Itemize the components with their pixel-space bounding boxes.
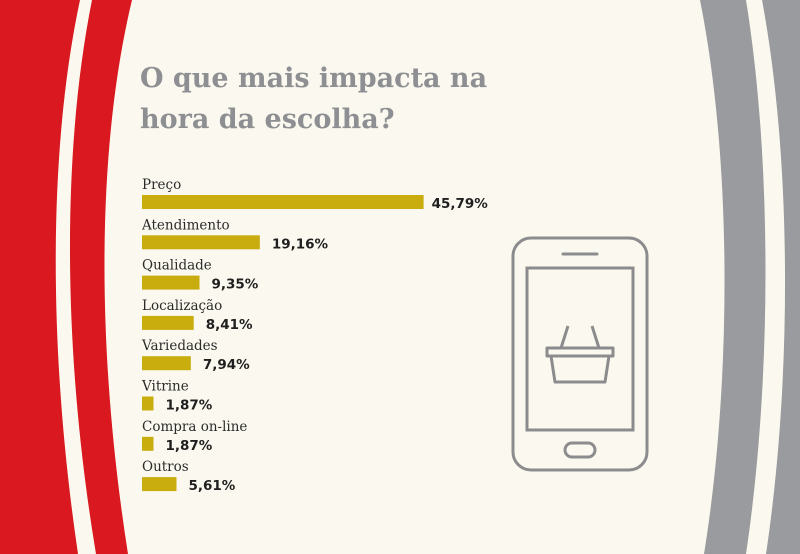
bar-chart: Preço 45,79% Atendimento 19,16% Qualidade9,3… bbox=[141, 177, 489, 494]
value-label: 1,87% bbox=[166, 398, 213, 414]
category-label: Preço bbox=[142, 177, 181, 193]
bar bbox=[142, 356, 191, 371]
bar bbox=[142, 396, 154, 411]
category-label: Compra on-line bbox=[142, 419, 247, 435]
value-label: 7,94% bbox=[203, 357, 250, 373]
bar bbox=[142, 235, 260, 250]
category-label: Atendimento bbox=[141, 217, 230, 233]
bar bbox=[142, 477, 177, 492]
value-label: 45,79% bbox=[432, 196, 489, 212]
red-swoosh-outer bbox=[0, 0, 80, 554]
shopping-basket-icon bbox=[545, 325, 615, 384]
category-label: Localização bbox=[142, 298, 222, 314]
category-label: Qualidade bbox=[142, 258, 212, 274]
value-label: 19,16% bbox=[272, 236, 329, 252]
category-label: Vitrine bbox=[141, 379, 189, 395]
value-label: 8,41% bbox=[206, 317, 253, 333]
phone-screen bbox=[525, 266, 635, 432]
gray-swoosh-inner bbox=[700, 0, 766, 554]
bar bbox=[142, 195, 424, 209]
bar bbox=[142, 275, 200, 290]
category-label: Outros bbox=[142, 459, 189, 475]
bar bbox=[142, 315, 194, 330]
value-label: 1,87% bbox=[166, 438, 213, 454]
value-label: 9,35% bbox=[212, 277, 259, 293]
chart-title-line-2: hora da escolha? bbox=[140, 104, 395, 135]
phone-home-button bbox=[563, 441, 597, 459]
phone-body bbox=[511, 236, 649, 472]
smartphone-icon bbox=[511, 236, 649, 472]
bar bbox=[142, 436, 154, 451]
value-label: 5,61% bbox=[189, 478, 236, 494]
red-swoosh-inner bbox=[69, 0, 132, 554]
chart-title-line-1: O que mais impacta na bbox=[140, 63, 488, 94]
chart-title: O que mais impacta na hora da escolha? bbox=[140, 58, 520, 140]
category-label: Variedades bbox=[141, 338, 218, 354]
gray-swoosh-outer bbox=[762, 0, 800, 554]
